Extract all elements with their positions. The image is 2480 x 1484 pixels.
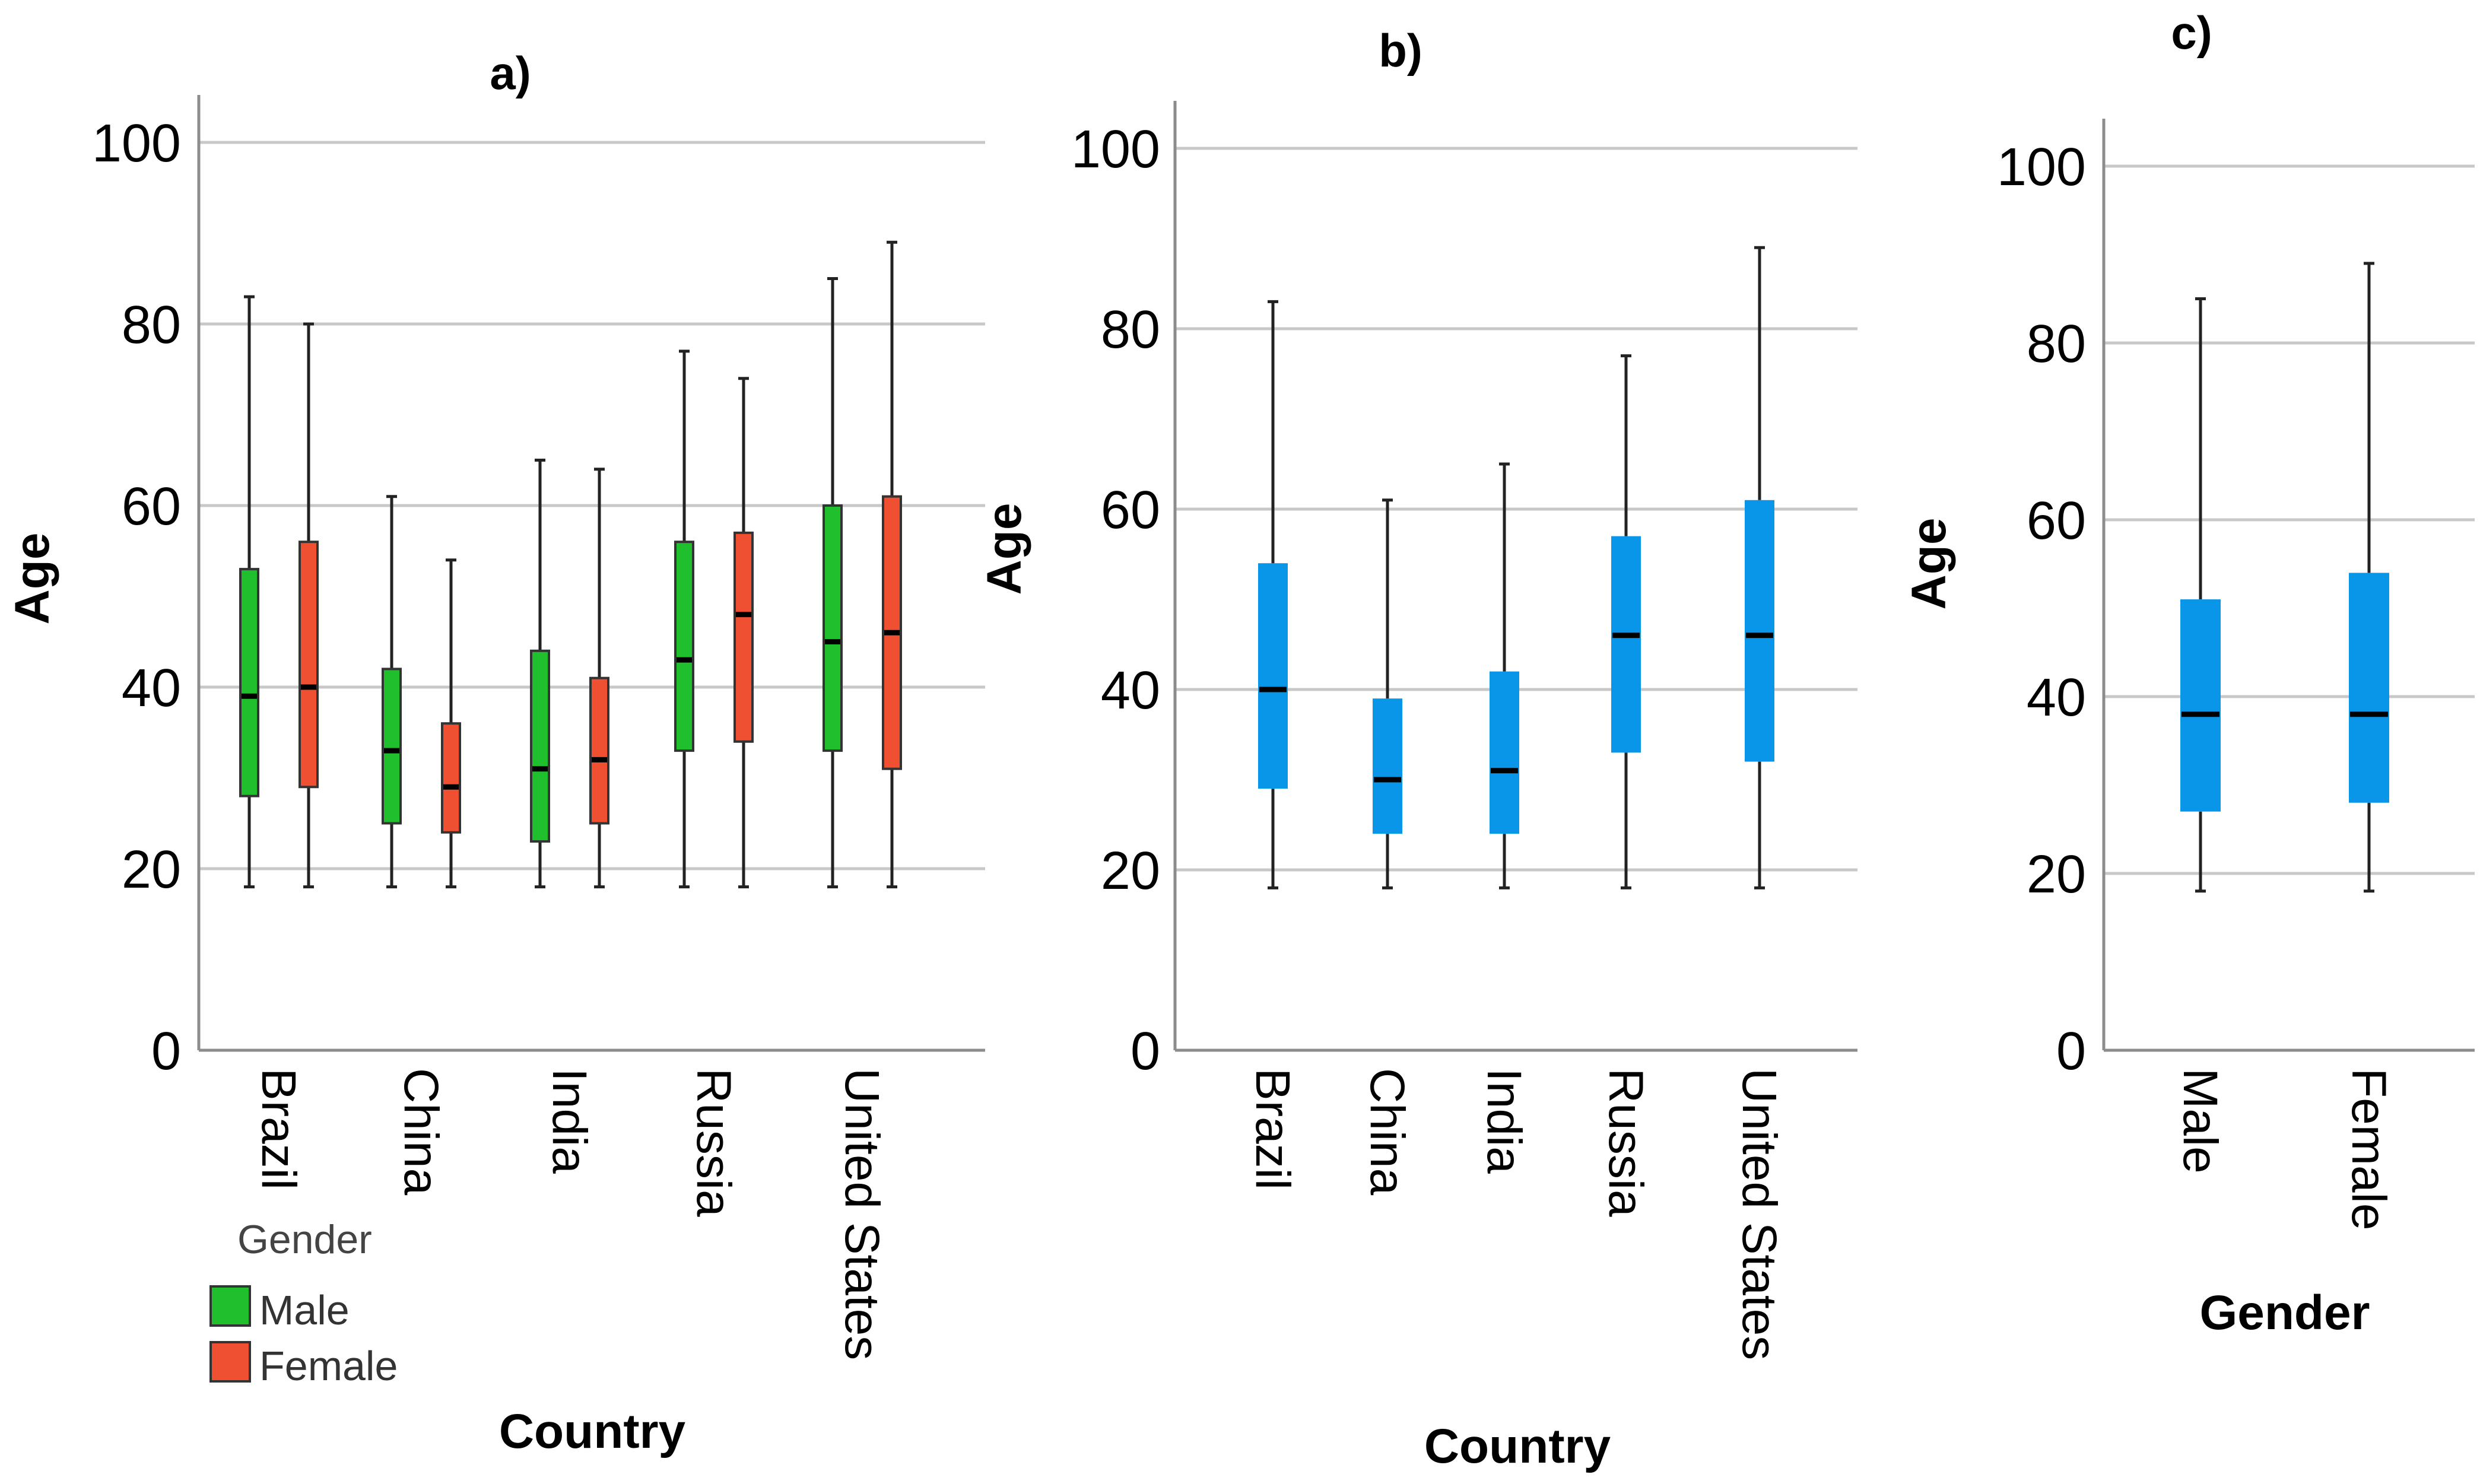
y-tick-label: 100 xyxy=(1071,120,1160,179)
y-tick-label: 60 xyxy=(1101,481,1160,540)
y-tick-label: 40 xyxy=(2027,668,2086,727)
y-tick-label: 60 xyxy=(2027,491,2086,551)
box-male-china xyxy=(382,668,402,825)
y-tick-label: 0 xyxy=(2056,1022,2086,1081)
y-tick-label: 20 xyxy=(122,840,181,900)
legend-label-male: Male xyxy=(259,1287,350,1333)
legend-swatch-female xyxy=(209,1341,251,1383)
panel-b-x-axis-title: Country xyxy=(1424,1419,1611,1473)
y-tick-label: 0 xyxy=(1131,1022,1160,1081)
box-male-brazil xyxy=(239,568,259,797)
x-tick-label: Brazil xyxy=(252,1068,306,1190)
y-tick-label: 80 xyxy=(122,295,181,355)
box-all-brazil xyxy=(1258,563,1288,789)
box-male-russia xyxy=(674,541,694,752)
x-tick-label: United States xyxy=(1732,1068,1786,1360)
panel-c-y-axis-title: Age xyxy=(1902,518,1956,610)
panel-a-x-axis-title: Country xyxy=(499,1404,686,1458)
legend-label-female: Female xyxy=(259,1343,398,1389)
x-tick-label: India xyxy=(542,1068,596,1174)
x-tick-label: Female xyxy=(2342,1068,2396,1230)
y-tick-label: 0 xyxy=(151,1022,181,1081)
y-tick-label: 40 xyxy=(1101,661,1160,720)
y-tick-label: 40 xyxy=(122,659,181,718)
x-tick-label: Russia xyxy=(687,1068,741,1217)
legend-swatch-male xyxy=(209,1285,251,1327)
box-all-india xyxy=(1490,671,1519,834)
legend-title: Gender xyxy=(237,1217,372,1262)
box-all-male xyxy=(2180,599,2221,812)
box-all-female xyxy=(2349,573,2389,803)
panel-a-y-axis-title: Age xyxy=(5,533,59,625)
box-all-russia xyxy=(1611,536,1641,753)
y-tick-label: 20 xyxy=(1101,841,1160,901)
y-tick-label: 60 xyxy=(122,477,181,536)
y-tick-label: 80 xyxy=(1101,300,1160,360)
panel-a-title: a) xyxy=(490,47,531,99)
panel-b: b) Age Country 0 20 40 60 80 100 Brazil China In… xyxy=(977,24,1857,1473)
x-tick-label: Male xyxy=(2173,1068,2227,1174)
x-tick-label: United States xyxy=(835,1068,889,1360)
x-tick-label: Brazil xyxy=(1246,1068,1300,1190)
box-all-united-states xyxy=(1745,500,1774,762)
y-tick-label: 100 xyxy=(1997,138,2086,197)
box-male-united-states xyxy=(823,504,843,752)
box-female-china xyxy=(441,722,461,834)
panel-b-y-axis-title: Age xyxy=(977,503,1031,595)
panel-c-x-axis-title: Gender xyxy=(2199,1286,2370,1340)
x-tick-label: Russia xyxy=(1599,1068,1653,1217)
panel-c-title: c) xyxy=(2171,7,2212,59)
panel-b-title: b) xyxy=(1379,24,1422,77)
x-tick-label: India xyxy=(1477,1068,1531,1174)
box-all-china xyxy=(1373,698,1402,834)
y-tick-label: 100 xyxy=(92,114,181,173)
box-female-russia xyxy=(733,531,754,743)
box-male-india xyxy=(530,649,550,843)
box-female-brazil xyxy=(299,541,319,789)
x-tick-label: China xyxy=(1360,1068,1414,1196)
box-female-india xyxy=(589,676,609,825)
panel-a: a) Age Country Gender Male Female 0 20 40 6… xyxy=(5,47,985,1458)
panel-c: c) Age Gender 0 20 40 60 80 100 Male Female xyxy=(1902,7,2475,1340)
x-tick-label: China xyxy=(394,1068,448,1196)
y-tick-label: 80 xyxy=(2027,314,2086,374)
y-tick-label: 20 xyxy=(2027,845,2086,904)
panel-a-legend: Gender Male Female xyxy=(209,1217,398,1389)
